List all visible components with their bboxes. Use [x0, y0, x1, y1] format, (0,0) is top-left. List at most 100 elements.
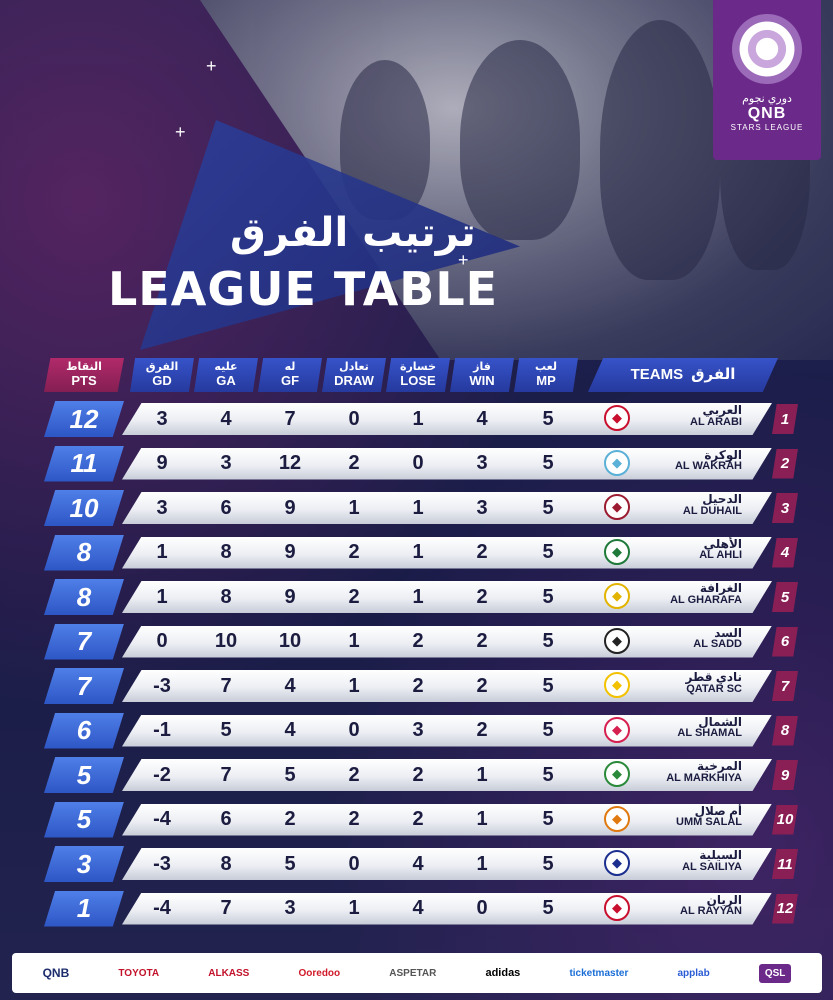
win-cell: 2 [476, 719, 488, 741]
sparkle-icon: + [458, 250, 469, 270]
gf-cell: 12 [278, 452, 302, 474]
gd-cell: 0 [156, 630, 168, 652]
sponsor-ticketmaster: ticketmaster [569, 967, 629, 979]
gf-cell: 9 [284, 496, 296, 519]
draw-cell: 2 [348, 763, 360, 786]
draw-cell: 2 [348, 585, 360, 608]
header-draw-ar: تعادل [339, 361, 369, 374]
team-name-en: AL RAYYAN [680, 905, 742, 918]
team-name-ar: الريان [706, 892, 742, 907]
table-row: 5 -2 7 5 2 2 1 5 ◆ المرخية AL MARKHIYA 9 [0, 757, 833, 793]
row-bar: 1 8 9 2 1 2 5 ◆ الأهلي AL AHLI [122, 536, 772, 569]
header-lose-ar: خسارة [399, 361, 437, 374]
ga-cell: 8 [220, 585, 232, 608]
gd-cell: 1 [156, 541, 168, 563]
header-win-ar: فاز [473, 361, 491, 374]
lose-cell: 4 [412, 852, 424, 875]
points-cell: 5 [44, 757, 124, 793]
win-cell: 2 [476, 541, 488, 563]
mp-cell: 5 [542, 808, 554, 830]
rank-badge: 4 [772, 537, 798, 568]
team-name-ar: نادي قطر [685, 670, 742, 684]
team-name-en: AL GHARAFA [670, 593, 742, 606]
table-row: 5 -4 6 2 2 2 1 5 ◆ أم صلال UMM SALAL 10 [0, 801, 833, 838]
team-name-en: AL SAILIYA [682, 860, 742, 873]
rank-badge: 5 [772, 582, 798, 612]
row-bar: 1 8 9 2 1 2 5 ◆ الغرافة AL GHARAFA [122, 581, 772, 613]
draw-cell: 1 [348, 897, 360, 919]
table-row: 8 1 8 9 2 1 2 5 ◆ الغرافة AL GHARAFA 5 [0, 579, 833, 615]
header-gf: له GF [258, 358, 322, 392]
gd-cell: -2 [153, 763, 171, 786]
team-name: نادي قطر QATAR SC [636, 671, 742, 701]
header-ga-en: GA [216, 372, 236, 388]
rank-badge: 11 [772, 849, 798, 879]
ga-cell: 4 [220, 407, 232, 430]
points-cell: 5 [44, 801, 124, 838]
lose-cell: 4 [412, 897, 424, 919]
ga-cell: 5 [220, 719, 232, 741]
team-name: المرخية AL MARKHIYA [636, 760, 742, 790]
sponsor-qnb: QNB [42, 966, 70, 980]
points-cell: 11 [44, 445, 124, 482]
table-row: 12 3 4 7 0 1 4 5 ◆ العربي AL ARABI 1 [0, 401, 833, 437]
team-crest-icon: ◆ [604, 405, 630, 431]
team-name-en: QATAR SC [686, 682, 742, 695]
lose-cell: 2 [412, 808, 424, 830]
win-cell: 2 [476, 674, 488, 697]
team-crest-icon: ◆ [604, 627, 630, 654]
gf-cell: 3 [284, 897, 296, 919]
sponsor-qsl: QSL [758, 963, 792, 983]
ga-cell: 7 [220, 763, 232, 786]
rank-badge: 3 [772, 493, 798, 523]
points-cell: 3 [44, 846, 124, 882]
header-lose: خسارة LOSE [386, 358, 450, 392]
team-name: الريان AL RAYYAN [636, 892, 742, 924]
header-win-en: WIN [469, 372, 495, 388]
team-name: الأهلي AL AHLI [636, 537, 742, 568]
gf-cell: 5 [284, 852, 296, 875]
gf-cell: 4 [284, 719, 296, 741]
mp-cell: 5 [542, 630, 554, 652]
lose-cell: 3 [412, 719, 424, 741]
table-row: 7 0 10 10 1 2 2 5 ◆ السد AL SADD 6 [0, 623, 833, 660]
win-cell: 1 [476, 852, 488, 875]
gd-cell: -3 [153, 852, 171, 875]
gf-cell: 10 [278, 630, 302, 652]
points-cell: 7 [44, 623, 124, 660]
win-cell: 1 [476, 763, 488, 786]
team-name: العربي AL ARABI [636, 404, 742, 434]
win-cell: 1 [476, 808, 488, 830]
draw-cell: 1 [348, 674, 360, 697]
rank-badge: 10 [772, 804, 798, 835]
ga-cell: 6 [220, 496, 232, 519]
team-crest-icon: ◆ [604, 716, 630, 743]
lose-cell: 1 [412, 585, 424, 608]
gf-cell: 9 [284, 585, 296, 608]
points-cell: 8 [44, 534, 124, 571]
stars-league-emblem-icon [732, 14, 802, 84]
gf-cell: 5 [284, 763, 296, 786]
draw-cell: 2 [348, 541, 360, 563]
team-name-ar: السيلية [699, 848, 742, 862]
mp-cell: 5 [542, 407, 554, 430]
mp-cell: 5 [542, 719, 554, 741]
team-name-en: AL SHAMAL [677, 727, 742, 740]
team-name-en: AL WAKRAH [674, 460, 742, 473]
header-gd-ar: الفرق [145, 361, 179, 374]
row-bar: -3 7 4 1 2 2 5 ◆ نادي قطر QATAR SC [122, 670, 772, 702]
row-bar: 9 3 12 2 0 3 5 ◆ الوكرة AL WAKRAH [122, 447, 772, 480]
header-draw: تعادل DRAW [322, 358, 386, 392]
sparkle-icon: + [175, 122, 186, 142]
row-bar: 3 4 7 0 1 4 5 ◆ العربي AL ARABI [122, 403, 772, 435]
team-name: الوكرة AL WAKRAH [636, 448, 742, 479]
table-row: 8 1 8 9 2 1 2 5 ◆ الأهلي AL AHLI 4 [0, 534, 833, 571]
gd-cell: -3 [153, 674, 171, 697]
table-row: 1 -4 7 3 1 4 0 5 ◆ الريان AL RAYYAN 12 [0, 890, 833, 927]
header-mp-ar: لعب [535, 361, 557, 374]
team-name: الدحيل AL DUHAIL [636, 493, 742, 523]
table-row: 10 3 6 9 1 1 3 5 ◆ الدحيل AL DUHAIL 3 [0, 490, 833, 526]
table-row: 3 -3 8 5 0 4 1 5 ◆ السيلية AL SAILIYA 11 [0, 846, 833, 882]
team-crest-icon: ◆ [604, 894, 630, 921]
draw-cell: 0 [348, 407, 360, 430]
